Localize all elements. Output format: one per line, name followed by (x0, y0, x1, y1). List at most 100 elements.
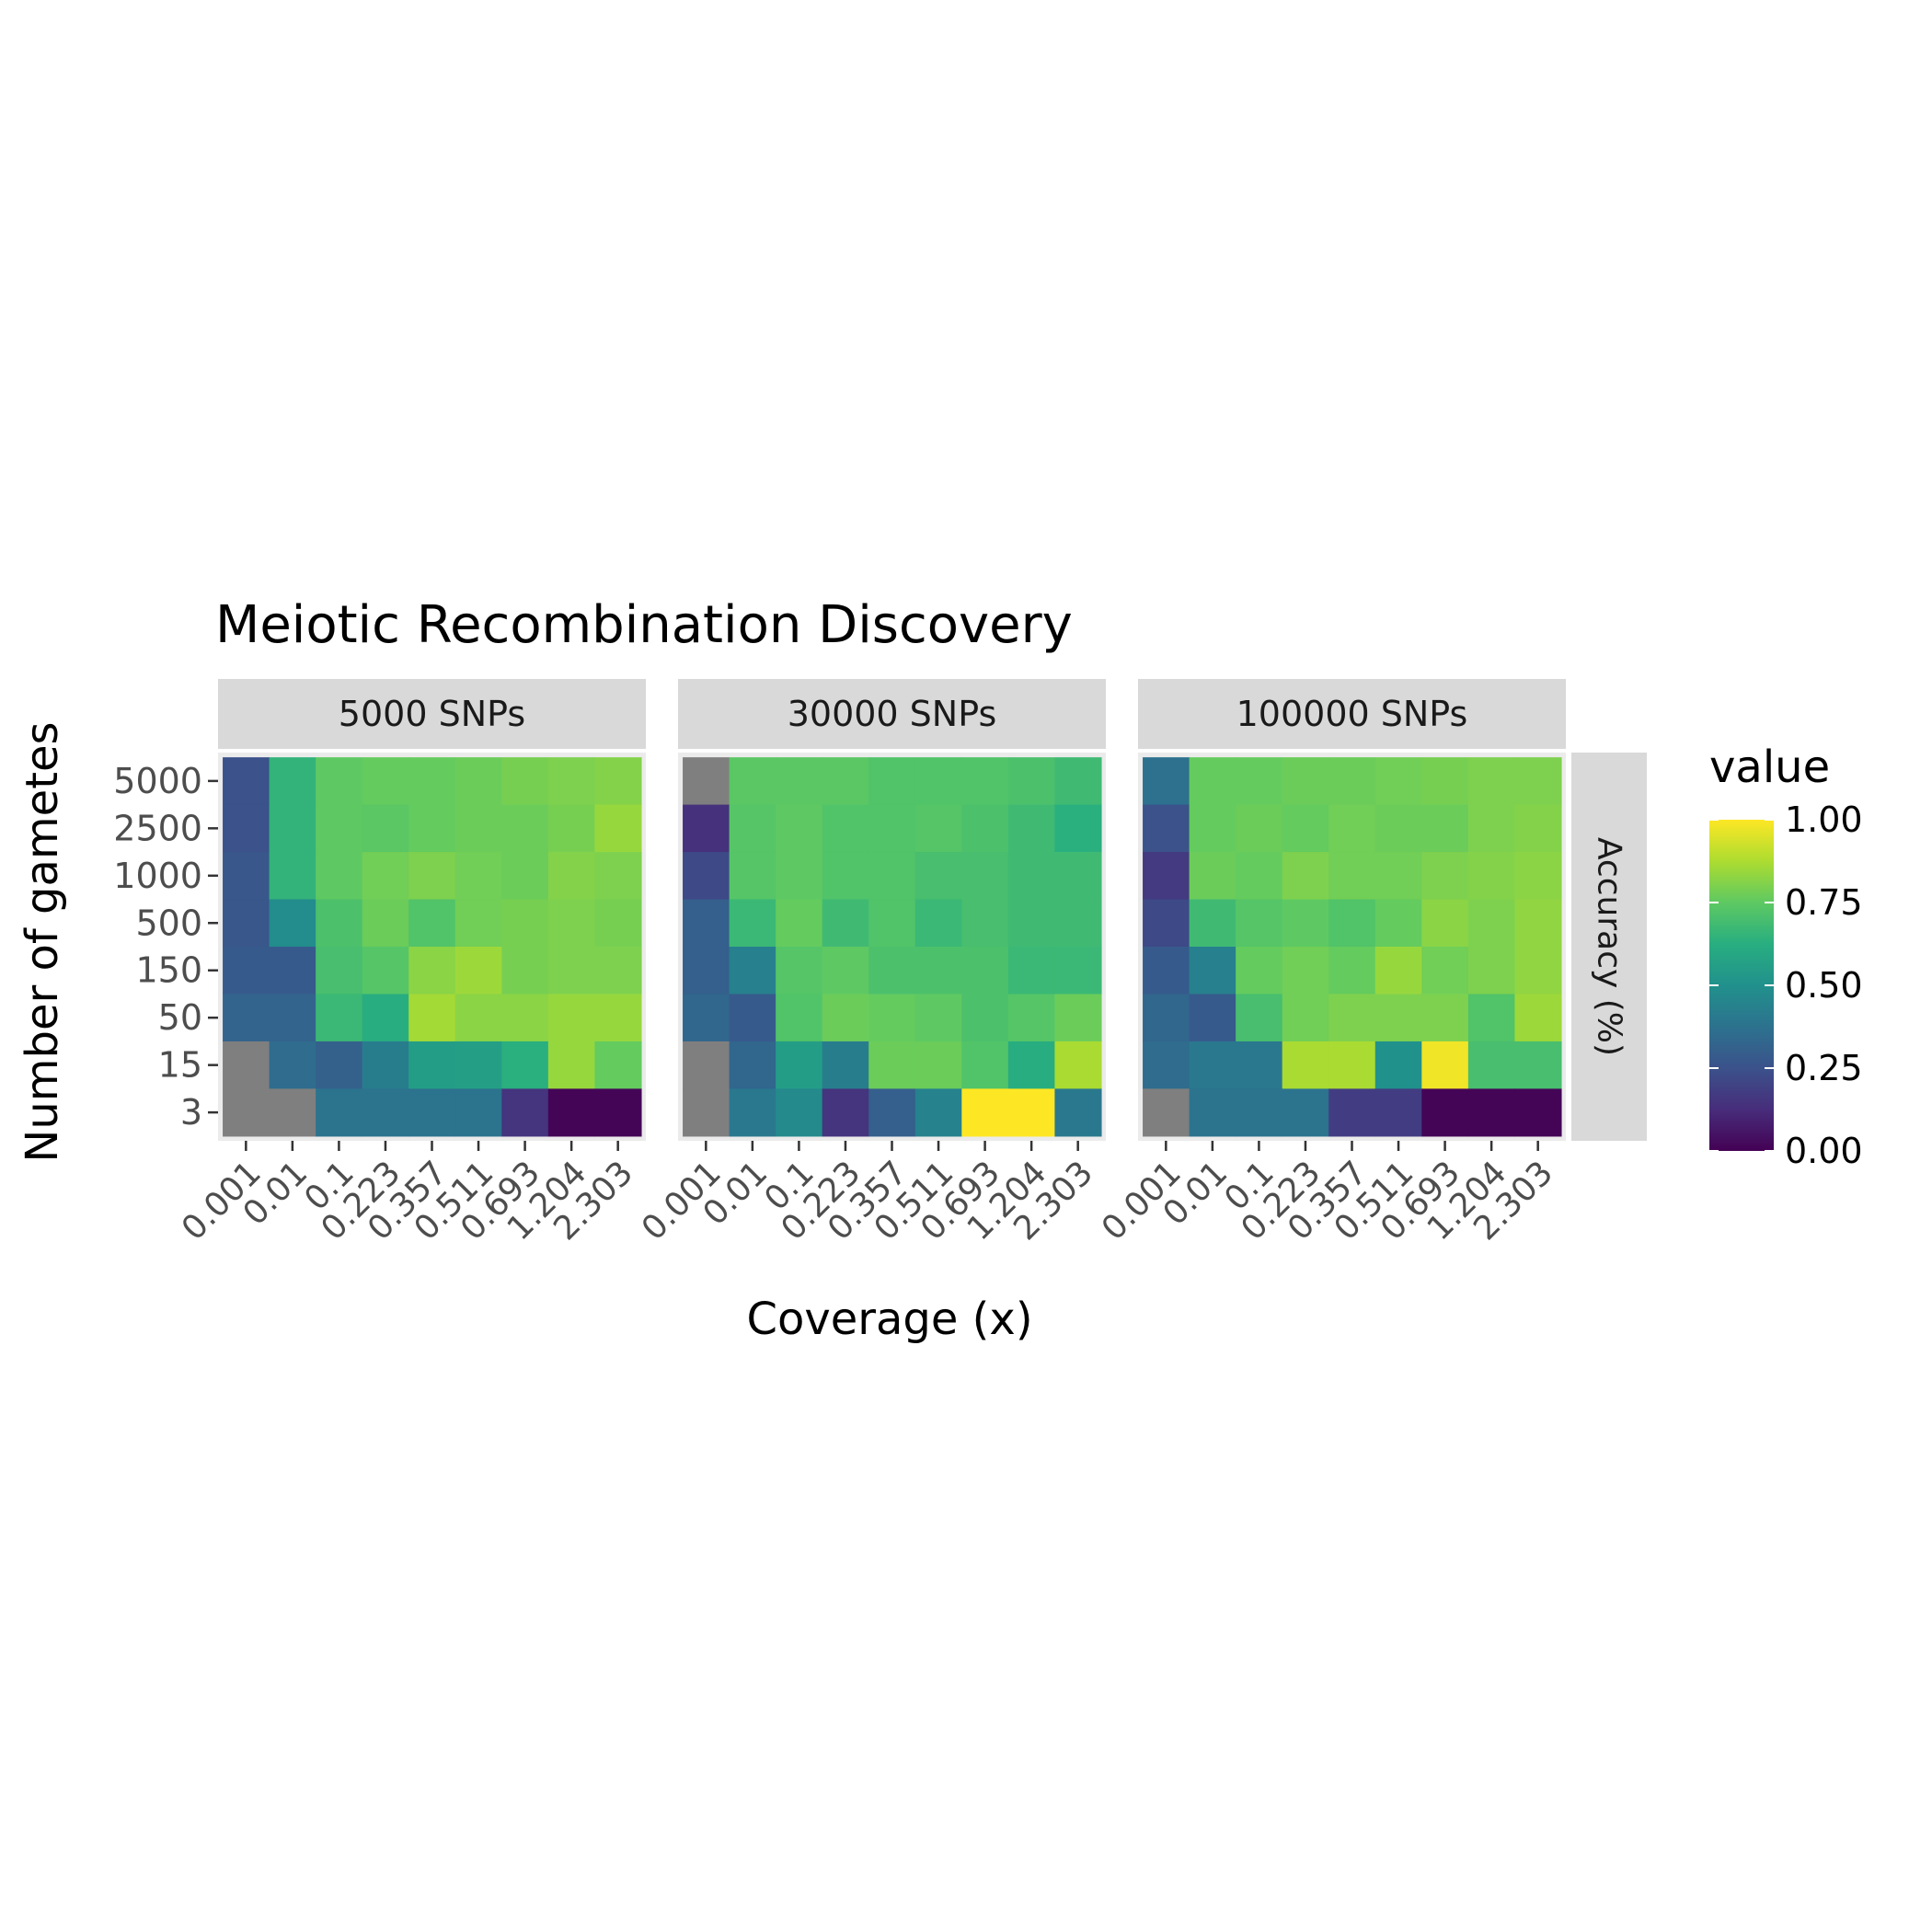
heatmap-cell (1054, 804, 1102, 853)
facet-strip (1138, 679, 1566, 749)
heatmap-cell (1143, 1041, 1190, 1089)
heatmap-cell (1236, 757, 1283, 806)
heatmap-cell (1282, 757, 1329, 806)
heatmap-cell (501, 1041, 549, 1089)
heatmap-cell (1143, 994, 1190, 1042)
heatmap-cell (316, 757, 363, 806)
heatmap-cell (362, 852, 409, 901)
heatmap-cell (1189, 804, 1236, 853)
heatmap-cell (362, 1041, 409, 1089)
right-strip-background (1571, 753, 1647, 1141)
heatmap-cell (868, 947, 916, 995)
heatmap-cell (1514, 1088, 1562, 1137)
heatmap-cell (594, 804, 642, 853)
heatmap-cell (1007, 757, 1055, 806)
heatmap-cell (1282, 852, 1329, 901)
facet-strip (678, 679, 1106, 749)
heatmap-cell (683, 899, 730, 948)
heatmap-cell (269, 899, 316, 948)
heatmap-cell (868, 994, 916, 1042)
heatmap-cell (1421, 1088, 1469, 1137)
heatmap-cell (822, 994, 869, 1042)
heatmap-cell (776, 947, 823, 995)
heatmap-cell (729, 1088, 776, 1137)
y-tick-label: 5000 (113, 761, 202, 801)
heatmap-cell (362, 757, 409, 806)
heatmap-cell (1374, 757, 1422, 806)
heatmap-cell (776, 899, 823, 948)
heatmap-cell (1007, 852, 1055, 901)
heatmap-cell (1421, 947, 1469, 995)
heatmap-cell (868, 899, 916, 948)
heatmap-cell (594, 994, 642, 1042)
heatmap-cell (501, 899, 549, 948)
heatmap-cell (454, 899, 502, 948)
heatmap-cell (269, 1041, 316, 1089)
y-tick-label: 50 (158, 997, 202, 1038)
heatmap-cell (454, 852, 502, 901)
heatmap-cell (729, 994, 776, 1042)
heatmap-cell (822, 852, 869, 901)
heatmap-cell (547, 1088, 595, 1137)
heatmap-cell (1374, 852, 1422, 901)
heatmap-cell (501, 757, 549, 806)
heatmap-cell (1514, 804, 1562, 853)
heatmap-cell (1282, 1041, 1329, 1089)
heatmap-cell (362, 947, 409, 995)
x-axis-title: Coverage (x) (746, 1294, 1032, 1345)
heatmap-cell (1467, 757, 1515, 806)
heatmap-cell (961, 1088, 1009, 1137)
heatmap-cell (594, 899, 642, 948)
heatmap-cell (683, 947, 730, 995)
heatmap-cell (594, 1088, 642, 1137)
heatmap-cell (822, 804, 869, 853)
heatmap-cell (961, 852, 1009, 901)
heatmap-cell (1007, 1041, 1055, 1089)
heatmap-cell (547, 994, 595, 1042)
heatmap-cell (1374, 804, 1422, 853)
heatmap-cell (1467, 1041, 1515, 1089)
heatmap-cell (729, 852, 776, 901)
heatmap-cell (822, 899, 869, 948)
y-tick-label: 3 (180, 1092, 202, 1133)
heatmap-cell (501, 994, 549, 1042)
heatmap-cell (362, 1088, 409, 1137)
heatmap-cell (408, 1041, 456, 1089)
y-axis-title: Number of gametes (17, 721, 68, 1162)
heatmap-cell (454, 1088, 502, 1137)
heatmap-cell (269, 994, 316, 1042)
heatmap-cell (501, 852, 549, 901)
heatmap-cell (547, 804, 595, 853)
heatmap-cell (1421, 899, 1469, 948)
heatmap-cell (1054, 1088, 1102, 1137)
heatmap-cell (223, 804, 270, 853)
heatmap-cell (729, 804, 776, 853)
heatmap-cell (1054, 994, 1102, 1042)
heatmap-cell (1328, 757, 1376, 806)
heatmap-cell (547, 947, 595, 995)
heatmap-cell (269, 947, 316, 995)
heatmap-cell (269, 1088, 316, 1137)
heatmap-cell (1282, 1088, 1329, 1137)
heatmap-cell (1328, 994, 1376, 1042)
legend-colorbar (1709, 820, 1774, 1151)
heatmap-cell (316, 1088, 363, 1137)
heatmap-cell (776, 994, 823, 1042)
heatmap-cell (683, 757, 730, 806)
heatmap-cell (223, 1041, 270, 1089)
heatmap-cell (776, 1088, 823, 1137)
heatmap-cell (776, 804, 823, 853)
heatmap-cell (1328, 804, 1376, 853)
legend-tick-label: 0.50 (1785, 965, 1863, 1006)
heatmap-cell (269, 852, 316, 901)
heatmap-cell (1467, 899, 1515, 948)
facet-strip-label: 5000 SNPs (339, 694, 525, 734)
heatmap-cell (594, 1041, 642, 1089)
heatmap-cell (683, 804, 730, 853)
heatmap-cell (683, 1041, 730, 1089)
heatmap-cell (961, 899, 1009, 948)
heatmap-cell (1421, 757, 1469, 806)
heatmap-cell (454, 994, 502, 1042)
legend-title: value (1709, 742, 1830, 793)
heatmap-cell (408, 757, 456, 806)
